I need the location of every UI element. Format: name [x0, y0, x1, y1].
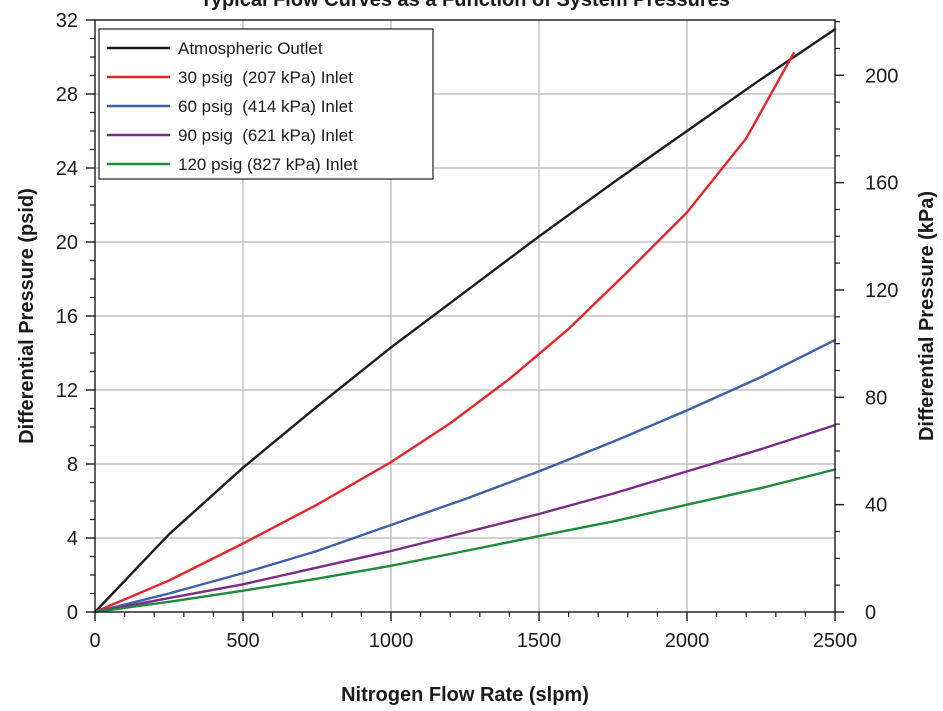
x-tick-label: 1000 [369, 630, 414, 652]
y-tick-label-right: 0 [865, 602, 876, 624]
y-tick-label-right: 200 [865, 65, 898, 87]
y-tick-label-right: 120 [865, 280, 898, 302]
series-line-1 [93, 28, 837, 614]
y-tick-label-left: 32 [56, 10, 78, 32]
series-line-4 [93, 423, 837, 614]
series-line-5 [93, 468, 837, 614]
y-tick-label-left: 0 [67, 602, 78, 624]
y-tick-label-right: 80 [865, 387, 887, 409]
series-line-3 [93, 338, 837, 614]
x-tick-label: 0 [89, 630, 100, 652]
legend-label-3: 60 psig (414 kPa) Inlet [178, 97, 353, 116]
legend: Atmospheric Outlet 30 psig (207 kPa) Inle… [98, 28, 434, 180]
y-axis-title-right: Differential Pressure (kPa) [916, 191, 938, 441]
tick-labels: 0 500 1000 1500 2000 2500 0 4 8 12 16 20 24 28 32 0 40 80… [56, 10, 899, 652]
y-tick-label-right: 40 [865, 495, 887, 517]
chart-title: Typical Flow Curves as a Function of Sys… [200, 0, 730, 11]
series-line-2 [93, 52, 795, 614]
ticks [86, 19, 844, 621]
y-tick-label-left: 28 [56, 84, 78, 106]
y-axis-title-left: Differential Pressure (psid) [16, 188, 38, 444]
x-tick-label: 500 [226, 630, 259, 652]
legend-label-4: 90 psig (621 kPa) Inlet [178, 126, 353, 145]
y-tick-label-left: 16 [56, 306, 78, 328]
y-tick-label-left: 4 [67, 528, 78, 550]
y-tick-label-left: 20 [56, 232, 78, 254]
x-tick-label: 2500 [813, 630, 858, 652]
y-tick-label-right: 160 [865, 173, 898, 195]
x-axis-title: Nitrogen Flow Rate (slpm) [341, 684, 589, 706]
legend-label-2: 30 psig (207 kPa) Inlet [178, 68, 353, 87]
x-tick-label: 1500 [517, 630, 562, 652]
legend-box [98, 28, 434, 180]
legend-label-1: Atmospheric Outlet [178, 39, 323, 58]
x-tick-label: 2000 [665, 630, 710, 652]
y-tick-label-left: 8 [67, 454, 78, 476]
y-tick-label-left: 12 [56, 380, 78, 402]
legend-label-5: 120 psig (827 kPa) Inlet [178, 155, 358, 174]
y-tick-label-left: 24 [56, 158, 78, 180]
series-group [93, 28, 837, 614]
